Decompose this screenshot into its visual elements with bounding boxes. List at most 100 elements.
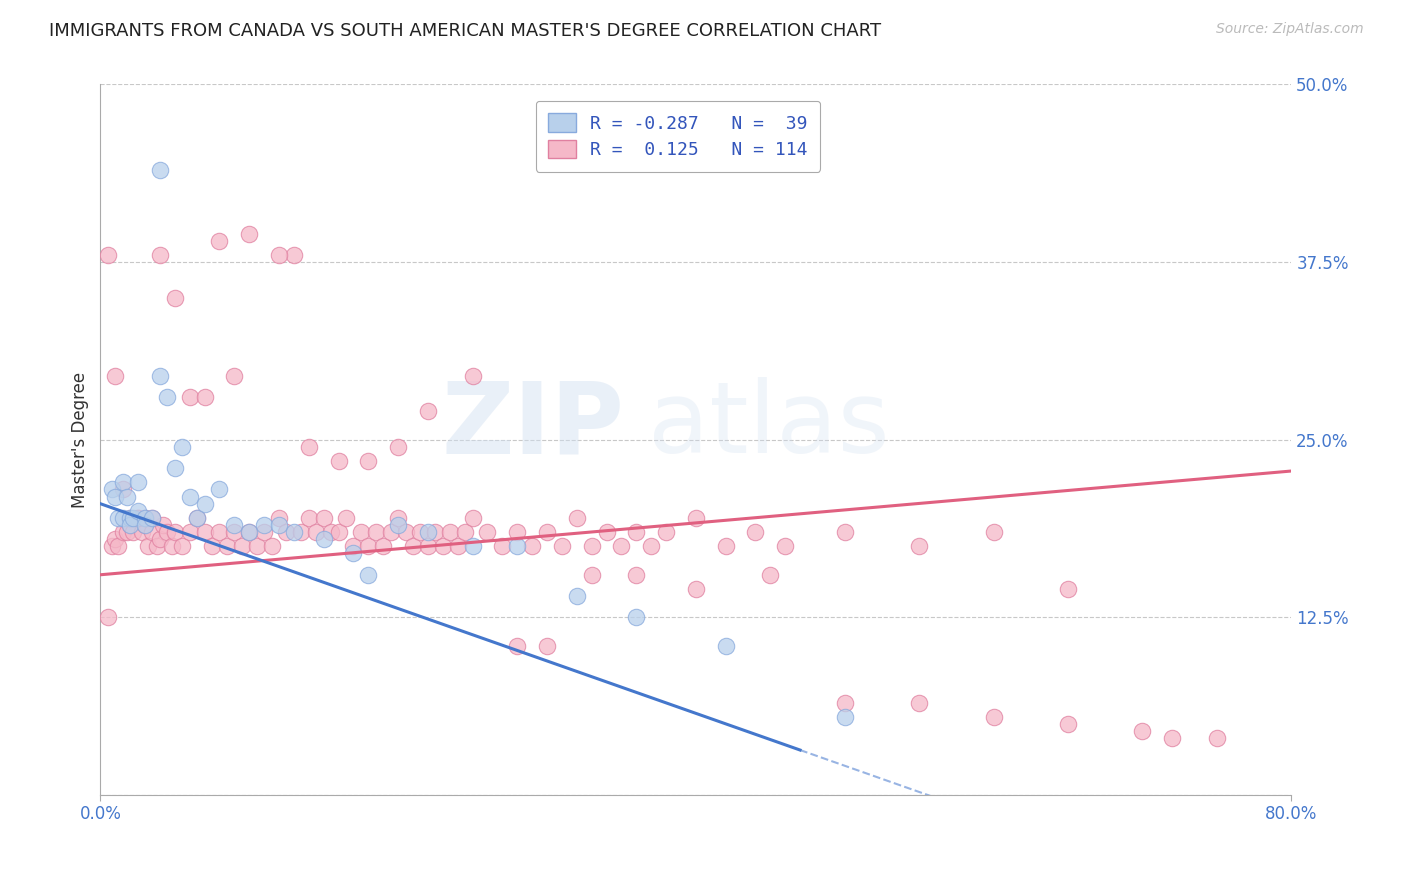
Point bbox=[238, 525, 260, 540]
Point bbox=[208, 525, 231, 540]
Point bbox=[387, 440, 409, 454]
Legend: R = -0.287   N =  39, R =  0.125   N = 114: R = -0.287 N = 39, R = 0.125 N = 114 bbox=[536, 101, 820, 172]
Point bbox=[357, 454, 380, 468]
Point bbox=[267, 248, 290, 262]
Point bbox=[134, 511, 156, 525]
Text: Source: ZipAtlas.com: Source: ZipAtlas.com bbox=[1216, 22, 1364, 37]
Text: atlas: atlas bbox=[648, 377, 890, 474]
Point bbox=[163, 291, 186, 305]
Point bbox=[215, 539, 238, 553]
Point bbox=[908, 696, 931, 710]
Point bbox=[461, 368, 484, 383]
Point bbox=[744, 525, 766, 540]
Point bbox=[149, 248, 172, 262]
Point bbox=[111, 483, 134, 497]
Point bbox=[115, 525, 138, 540]
Point bbox=[402, 539, 425, 553]
Point bbox=[626, 567, 648, 582]
Point bbox=[357, 567, 380, 582]
Point bbox=[156, 390, 179, 404]
Point bbox=[267, 518, 290, 533]
Point bbox=[201, 539, 224, 553]
Point bbox=[122, 511, 145, 525]
Point bbox=[328, 525, 350, 540]
Point bbox=[253, 525, 276, 540]
Point bbox=[425, 525, 447, 540]
Point bbox=[335, 511, 357, 525]
Point bbox=[298, 440, 321, 454]
Point bbox=[328, 454, 350, 468]
Point bbox=[342, 539, 364, 553]
Point bbox=[163, 525, 186, 540]
Point bbox=[305, 525, 328, 540]
Point bbox=[380, 525, 402, 540]
Point bbox=[416, 539, 439, 553]
Point bbox=[152, 518, 174, 533]
Point bbox=[111, 475, 134, 490]
Point bbox=[1132, 724, 1154, 739]
Point bbox=[141, 525, 163, 540]
Point bbox=[439, 525, 461, 540]
Point bbox=[1161, 731, 1184, 746]
Point bbox=[101, 483, 124, 497]
Point bbox=[149, 368, 172, 383]
Point bbox=[146, 539, 169, 553]
Point bbox=[122, 525, 145, 540]
Point bbox=[111, 511, 134, 525]
Point bbox=[104, 490, 127, 504]
Point bbox=[172, 539, 194, 553]
Point bbox=[312, 511, 335, 525]
Point bbox=[111, 525, 134, 540]
Point bbox=[491, 539, 513, 553]
Point bbox=[208, 483, 231, 497]
Point bbox=[253, 518, 276, 533]
Point bbox=[446, 539, 468, 553]
Point bbox=[298, 511, 321, 525]
Point bbox=[224, 525, 246, 540]
Point bbox=[97, 610, 120, 624]
Point bbox=[172, 440, 194, 454]
Point bbox=[477, 525, 499, 540]
Point bbox=[127, 511, 149, 525]
Point bbox=[193, 497, 215, 511]
Point bbox=[160, 539, 183, 553]
Point bbox=[104, 533, 127, 547]
Point bbox=[1057, 582, 1080, 596]
Point bbox=[350, 525, 373, 540]
Point bbox=[387, 511, 409, 525]
Point bbox=[834, 710, 856, 724]
Point bbox=[260, 539, 283, 553]
Point bbox=[565, 511, 588, 525]
Point bbox=[224, 368, 246, 383]
Point bbox=[506, 525, 529, 540]
Point bbox=[120, 518, 142, 533]
Point bbox=[283, 248, 305, 262]
Y-axis label: Master's Degree: Master's Degree bbox=[72, 372, 89, 508]
Point bbox=[231, 539, 253, 553]
Point bbox=[714, 639, 737, 653]
Point bbox=[115, 490, 138, 504]
Point bbox=[626, 610, 648, 624]
Point bbox=[104, 368, 127, 383]
Point bbox=[581, 567, 603, 582]
Point bbox=[1206, 731, 1229, 746]
Point bbox=[714, 539, 737, 553]
Point bbox=[565, 589, 588, 603]
Point bbox=[536, 639, 558, 653]
Point bbox=[908, 539, 931, 553]
Point bbox=[276, 525, 298, 540]
Point bbox=[141, 511, 163, 525]
Point bbox=[640, 539, 662, 553]
Point bbox=[506, 539, 529, 553]
Point bbox=[149, 533, 172, 547]
Text: IMMIGRANTS FROM CANADA VS SOUTH AMERICAN MASTER'S DEGREE CORRELATION CHART: IMMIGRANTS FROM CANADA VS SOUTH AMERICAN… bbox=[49, 22, 882, 40]
Point bbox=[238, 227, 260, 241]
Text: ZIP: ZIP bbox=[441, 377, 624, 474]
Point bbox=[163, 461, 186, 475]
Point bbox=[342, 546, 364, 560]
Point bbox=[432, 539, 454, 553]
Point bbox=[193, 390, 215, 404]
Point bbox=[416, 404, 439, 418]
Point bbox=[101, 539, 124, 553]
Point bbox=[983, 525, 1005, 540]
